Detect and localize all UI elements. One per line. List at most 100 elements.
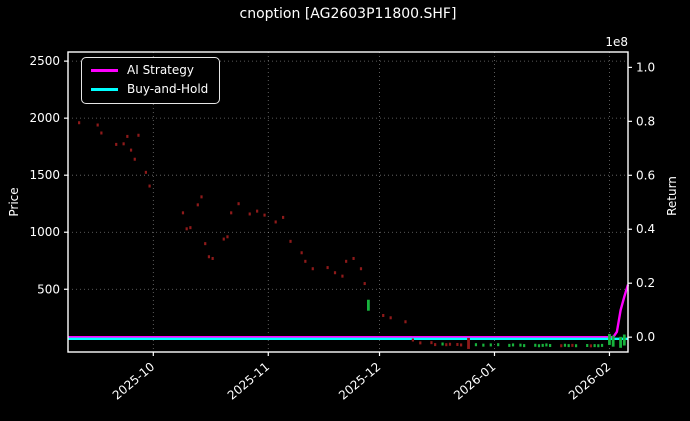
return-tick-label: 0.6	[636, 168, 655, 182]
scatter-point	[589, 344, 593, 348]
scatter-point	[189, 226, 192, 230]
scatter-point	[148, 184, 151, 188]
scatter-point	[100, 131, 103, 135]
scatter-point	[366, 299, 370, 311]
scatter-point	[311, 267, 314, 271]
scatter-point	[181, 211, 185, 215]
scatter-point	[226, 235, 229, 239]
scatter-point	[122, 142, 125, 146]
scatter-point	[230, 211, 233, 215]
scatter-point	[274, 220, 277, 224]
scatter-point	[345, 259, 348, 263]
scatter-point	[96, 123, 99, 127]
scatter-point	[200, 195, 203, 199]
scatter-point	[541, 343, 544, 347]
scatter-point	[333, 271, 337, 275]
scatter-point	[185, 227, 188, 231]
scatter-point	[545, 343, 548, 347]
scatter-point	[523, 344, 526, 348]
scatter-point	[534, 343, 537, 347]
return-axis-label: Return	[665, 176, 679, 216]
scatter-point	[511, 343, 515, 347]
scatter-point	[359, 267, 363, 271]
scatter-point	[611, 335, 615, 347]
price-tick-label: 500	[37, 282, 60, 296]
return-tick-label: 0.4	[636, 222, 655, 236]
scatter-point	[430, 341, 433, 345]
scatter-point	[352, 256, 355, 260]
price-tick-label: 1000	[29, 225, 60, 239]
scatter-point	[341, 274, 344, 278]
scatter-point	[456, 342, 459, 346]
date-tick-label: 2026-01	[451, 360, 498, 403]
ai-strategy-line	[68, 284, 630, 339]
scatter-point	[508, 343, 511, 347]
scatter-point	[382, 313, 385, 317]
scatter-point	[281, 215, 285, 219]
scatter-point	[489, 343, 492, 347]
scatter-point	[263, 213, 266, 217]
scatter-point	[207, 255, 211, 259]
scatter-point	[144, 170, 147, 174]
scatter-point	[441, 342, 444, 346]
buy-and-hold-line-swatch	[91, 88, 118, 91]
scatter-point	[289, 239, 292, 243]
return-axis-offset-label: 1e8	[605, 35, 628, 49]
price-tick-label: 1500	[29, 168, 60, 182]
date-tick-label: 2026-02	[566, 360, 613, 403]
scatter-point	[434, 343, 437, 347]
scatter-point	[304, 259, 307, 263]
scatter-point	[445, 343, 448, 347]
scatter-point	[571, 343, 574, 347]
scatter-point	[326, 266, 329, 270]
scatter-point	[204, 242, 207, 246]
date-tick-label: 2025-10	[110, 360, 157, 403]
scatter-point	[593, 344, 596, 348]
scatter-point	[78, 121, 81, 125]
legend: AI Strategy Buy-and-Hold	[81, 57, 221, 104]
scatter-point	[389, 316, 392, 320]
legend-label-buy-and-hold: Buy-and-Hold	[127, 82, 209, 96]
scatter-point	[256, 209, 259, 213]
scatter-point	[608, 333, 611, 345]
legend-item-ai-strategy: AI Strategy	[91, 64, 208, 77]
date-tick-label: 2025-11	[225, 360, 272, 403]
scatter-point	[419, 341, 422, 345]
scatter-point	[549, 343, 552, 347]
scatter-point	[448, 342, 452, 346]
scatter-point	[129, 148, 133, 152]
scatter-point	[567, 344, 570, 348]
return-tick-label: 0.0	[636, 330, 655, 344]
scatter-point	[363, 282, 366, 286]
price-tick-label: 2000	[29, 111, 60, 125]
scatter-point	[133, 157, 136, 161]
scatter-point	[248, 212, 251, 216]
scatter-point	[619, 336, 622, 348]
price-tick-label: 2500	[29, 54, 60, 68]
scatter-point	[574, 344, 578, 348]
scatter-point	[497, 343, 500, 347]
scatter-point	[300, 251, 303, 255]
legend-label-ai-strategy: AI Strategy	[127, 63, 194, 77]
price-axis-label: Price	[7, 187, 21, 217]
scatter-point	[519, 343, 522, 347]
scatter-point	[404, 320, 407, 324]
return-tick-label: 0.2	[636, 276, 655, 290]
ai-strategy-line-swatch	[91, 69, 118, 72]
scatter-point	[597, 344, 600, 348]
legend-item-buy-and-hold: Buy-and-Hold	[91, 83, 208, 96]
scatter-point	[474, 343, 478, 347]
plot-spines	[67, 51, 629, 353]
scatter-point	[586, 343, 589, 347]
return-tick-label: 0.8	[636, 114, 655, 128]
scatter-point	[600, 343, 604, 347]
scatter-point	[196, 203, 199, 207]
chart-title: cnoption [AG2603P11800.SHF]	[239, 6, 457, 22]
scatter-point	[411, 338, 415, 342]
scatter-point	[115, 142, 118, 146]
scatter-point	[460, 343, 463, 347]
scatter-point	[237, 202, 240, 206]
scatter-point	[537, 344, 541, 348]
scatter-point	[467, 337, 470, 349]
